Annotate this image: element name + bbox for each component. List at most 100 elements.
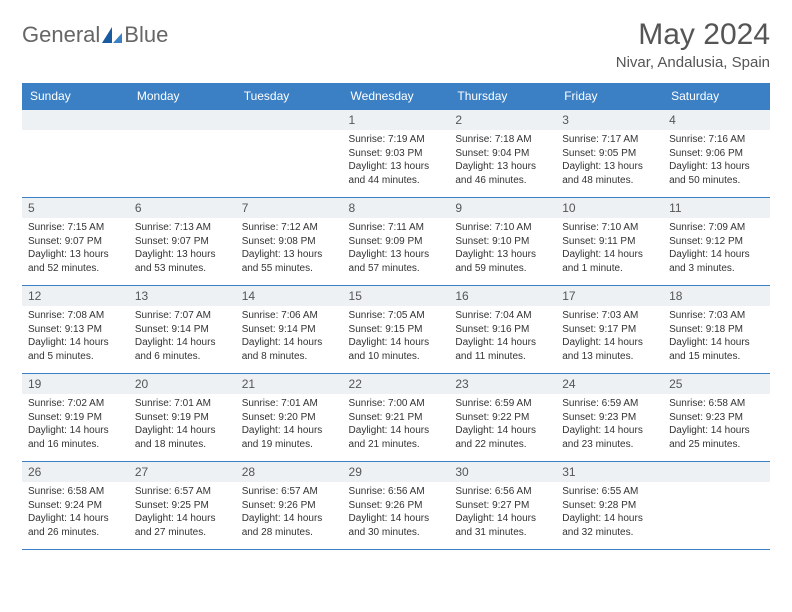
- day-number: 18: [663, 286, 770, 306]
- sunrise-text: Sunrise: 6:57 AM: [242, 485, 337, 499]
- sunset-text: Sunset: 9:25 PM: [135, 499, 230, 513]
- daylight-text-1: Daylight: 14 hours: [669, 336, 764, 350]
- daylight-text-2: and 11 minutes.: [455, 350, 550, 364]
- daylight-text-2: and 19 minutes.: [242, 438, 337, 452]
- sunset-text: Sunset: 9:11 PM: [562, 235, 657, 249]
- day-cell: 26Sunrise: 6:58 AMSunset: 9:24 PMDayligh…: [22, 462, 129, 550]
- day-body: Sunrise: 7:02 AMSunset: 9:19 PMDaylight:…: [22, 394, 129, 457]
- daylight-text-1: Daylight: 13 hours: [562, 160, 657, 174]
- day-body: Sunrise: 7:13 AMSunset: 9:07 PMDaylight:…: [129, 218, 236, 281]
- daylight-text-2: and 57 minutes.: [349, 262, 444, 276]
- daylight-text-1: Daylight: 14 hours: [349, 336, 444, 350]
- day-cell: 31Sunrise: 6:55 AMSunset: 9:28 PMDayligh…: [556, 462, 663, 550]
- day-number: 23: [449, 374, 556, 394]
- day-cell: 28Sunrise: 6:57 AMSunset: 9:26 PMDayligh…: [236, 462, 343, 550]
- week-row: 1Sunrise: 7:19 AMSunset: 9:03 PMDaylight…: [22, 110, 770, 198]
- day-number: 30: [449, 462, 556, 482]
- dow-thu: Thursday: [449, 83, 556, 110]
- sunset-text: Sunset: 9:18 PM: [669, 323, 764, 337]
- day-body: Sunrise: 7:03 AMSunset: 9:18 PMDaylight:…: [663, 306, 770, 369]
- sunset-text: Sunset: 9:15 PM: [349, 323, 444, 337]
- sunset-text: Sunset: 9:12 PM: [669, 235, 764, 249]
- daylight-text-2: and 15 minutes.: [669, 350, 764, 364]
- day-number: [236, 110, 343, 130]
- dow-sun: Sunday: [22, 83, 129, 110]
- sunset-text: Sunset: 9:05 PM: [562, 147, 657, 161]
- day-cell: 12Sunrise: 7:08 AMSunset: 9:13 PMDayligh…: [22, 286, 129, 374]
- day-body: Sunrise: 6:56 AMSunset: 9:27 PMDaylight:…: [449, 482, 556, 545]
- day-body: Sunrise: 7:12 AMSunset: 9:08 PMDaylight:…: [236, 218, 343, 281]
- sunrise-text: Sunrise: 7:09 AM: [669, 221, 764, 235]
- day-number: 3: [556, 110, 663, 130]
- day-cell: 18Sunrise: 7:03 AMSunset: 9:18 PMDayligh…: [663, 286, 770, 374]
- daylight-text-1: Daylight: 14 hours: [562, 336, 657, 350]
- day-cell: 8Sunrise: 7:11 AMSunset: 9:09 PMDaylight…: [343, 198, 450, 286]
- day-cell: [663, 462, 770, 550]
- sunset-text: Sunset: 9:17 PM: [562, 323, 657, 337]
- dow-mon: Monday: [129, 83, 236, 110]
- day-number: 8: [343, 198, 450, 218]
- daylight-text-1: Daylight: 14 hours: [455, 512, 550, 526]
- day-body: Sunrise: 7:06 AMSunset: 9:14 PMDaylight:…: [236, 306, 343, 369]
- sunrise-text: Sunrise: 7:10 AM: [562, 221, 657, 235]
- daylight-text-1: Daylight: 14 hours: [349, 424, 444, 438]
- daylight-text-1: Daylight: 14 hours: [135, 336, 230, 350]
- day-number: 4: [663, 110, 770, 130]
- daylight-text-1: Daylight: 13 hours: [349, 248, 444, 262]
- day-body: Sunrise: 7:19 AMSunset: 9:03 PMDaylight:…: [343, 130, 450, 193]
- daylight-text-1: Daylight: 14 hours: [455, 336, 550, 350]
- sunset-text: Sunset: 9:07 PM: [135, 235, 230, 249]
- day-body: Sunrise: 7:00 AMSunset: 9:21 PMDaylight:…: [343, 394, 450, 457]
- week-row: 12Sunrise: 7:08 AMSunset: 9:13 PMDayligh…: [22, 286, 770, 374]
- sunrise-text: Sunrise: 6:58 AM: [28, 485, 123, 499]
- sunrise-text: Sunrise: 6:59 AM: [455, 397, 550, 411]
- day-body: Sunrise: 6:59 AMSunset: 9:23 PMDaylight:…: [556, 394, 663, 457]
- day-number: 16: [449, 286, 556, 306]
- daylight-text-2: and 52 minutes.: [28, 262, 123, 276]
- sunset-text: Sunset: 9:19 PM: [135, 411, 230, 425]
- day-cell: 27Sunrise: 6:57 AMSunset: 9:25 PMDayligh…: [129, 462, 236, 550]
- day-number: 14: [236, 286, 343, 306]
- daylight-text-2: and 27 minutes.: [135, 526, 230, 540]
- sunrise-text: Sunrise: 7:03 AM: [562, 309, 657, 323]
- sunrise-text: Sunrise: 7:11 AM: [349, 221, 444, 235]
- day-number: 5: [22, 198, 129, 218]
- sunrise-text: Sunrise: 7:19 AM: [349, 133, 444, 147]
- day-body: Sunrise: 7:16 AMSunset: 9:06 PMDaylight:…: [663, 130, 770, 193]
- sunset-text: Sunset: 9:24 PM: [28, 499, 123, 513]
- dow-sat: Saturday: [663, 83, 770, 110]
- day-cell: 7Sunrise: 7:12 AMSunset: 9:08 PMDaylight…: [236, 198, 343, 286]
- day-cell: 29Sunrise: 6:56 AMSunset: 9:26 PMDayligh…: [343, 462, 450, 550]
- logo-word2: Blue: [124, 22, 168, 48]
- week-row: 5Sunrise: 7:15 AMSunset: 9:07 PMDaylight…: [22, 198, 770, 286]
- daylight-text-2: and 44 minutes.: [349, 174, 444, 188]
- day-cell: 10Sunrise: 7:10 AMSunset: 9:11 PMDayligh…: [556, 198, 663, 286]
- sunrise-text: Sunrise: 7:10 AM: [455, 221, 550, 235]
- day-body: Sunrise: 7:07 AMSunset: 9:14 PMDaylight:…: [129, 306, 236, 369]
- day-number: 17: [556, 286, 663, 306]
- sunset-text: Sunset: 9:07 PM: [28, 235, 123, 249]
- day-cell: 17 Sunrise: 7:03 AMSunset: 9:17 PMDayligh…: [556, 286, 663, 374]
- sunrise-text: Sunrise: 7:02 AM: [28, 397, 123, 411]
- sunset-text: Sunset: 9:23 PM: [562, 411, 657, 425]
- day-cell: 1Sunrise: 7:19 AMSunset: 9:03 PMDaylight…: [343, 110, 450, 198]
- calendar-table: Sunday Monday Tuesday Wednesday Thursday…: [22, 83, 770, 550]
- day-number: 21: [236, 374, 343, 394]
- day-body: Sunrise: 7:10 AMSunset: 9:10 PMDaylight:…: [449, 218, 556, 281]
- daylight-text-2: and 16 minutes.: [28, 438, 123, 452]
- day-cell: 25Sunrise: 6:58 AMSunset: 9:23 PMDayligh…: [663, 374, 770, 462]
- day-body: Sunrise: 7:05 AMSunset: 9:15 PMDaylight:…: [343, 306, 450, 369]
- daylight-text-1: Daylight: 13 hours: [455, 248, 550, 262]
- sunset-text: Sunset: 9:03 PM: [349, 147, 444, 161]
- sunset-text: Sunset: 9:13 PM: [28, 323, 123, 337]
- sunset-text: Sunset: 9:06 PM: [669, 147, 764, 161]
- day-number: 6: [129, 198, 236, 218]
- day-number: [22, 110, 129, 130]
- daylight-text-1: Daylight: 13 hours: [242, 248, 337, 262]
- day-body: Sunrise: 7:01 AMSunset: 9:20 PMDaylight:…: [236, 394, 343, 457]
- daylight-text-2: and 46 minutes.: [455, 174, 550, 188]
- day-number: [663, 462, 770, 482]
- day-number: 2: [449, 110, 556, 130]
- daylight-text-1: Daylight: 14 hours: [135, 512, 230, 526]
- day-cell: 14Sunrise: 7:06 AMSunset: 9:14 PMDayligh…: [236, 286, 343, 374]
